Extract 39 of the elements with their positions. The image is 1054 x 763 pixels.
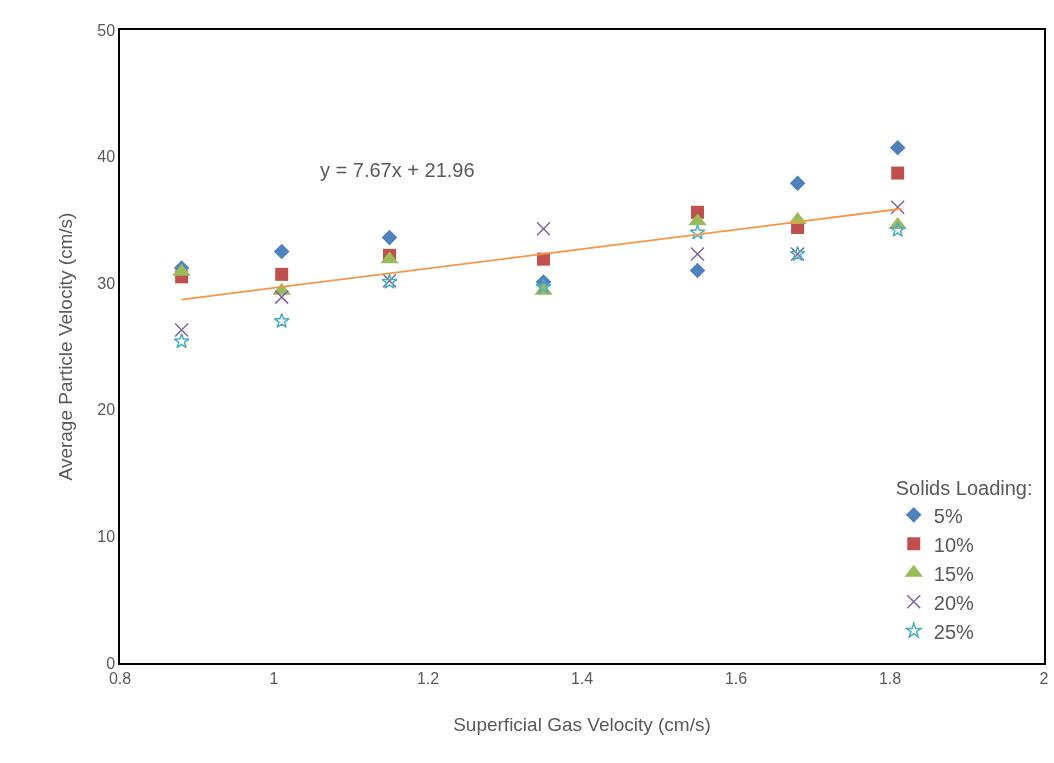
point bbox=[274, 289, 289, 305]
point bbox=[536, 221, 551, 237]
point bbox=[174, 322, 189, 338]
point bbox=[535, 278, 552, 294]
y-tick-label: 10 bbox=[97, 528, 116, 545]
legend-label: 25% bbox=[933, 620, 975, 643]
y-axis-title: Average Particle Velocity (cm/s) bbox=[54, 212, 76, 481]
point bbox=[690, 246, 705, 262]
x-tick-label: 1.8 bbox=[878, 669, 902, 687]
point bbox=[891, 166, 905, 180]
point bbox=[273, 243, 290, 260]
y-tick-label: 30 bbox=[97, 274, 116, 292]
y-tick-label: 20 bbox=[97, 401, 116, 419]
point bbox=[173, 332, 190, 349]
x-tick-label: 0.8 bbox=[108, 669, 132, 687]
point bbox=[689, 224, 706, 240]
y-tick-label: 50 bbox=[97, 21, 116, 39]
x-tick-label: 1.4 bbox=[570, 669, 594, 687]
legend-label: 15% bbox=[933, 562, 975, 585]
legend-title: Solids Loading: bbox=[895, 477, 1033, 500]
point bbox=[273, 312, 290, 329]
point bbox=[890, 199, 905, 215]
point bbox=[889, 139, 906, 156]
point bbox=[275, 267, 289, 281]
x-tick-label: 1.6 bbox=[724, 669, 748, 687]
x-tick-label: 1.2 bbox=[416, 669, 440, 687]
annotation: y = 7.67x + 21.96 bbox=[320, 159, 475, 181]
point bbox=[381, 229, 398, 246]
y-tick-label: 0 bbox=[106, 654, 116, 672]
x-tick-label: 1 bbox=[269, 669, 279, 687]
x-tick-label: 2 bbox=[1039, 669, 1049, 687]
y-tick-label: 40 bbox=[97, 148, 116, 166]
legend-label: 5% bbox=[933, 504, 963, 527]
legend-label: 10% bbox=[933, 533, 975, 556]
point bbox=[789, 175, 806, 191]
point bbox=[889, 221, 906, 238]
legend-label: 20% bbox=[933, 591, 975, 614]
x-axis-title: Superficial Gas Velocity (cm/s) bbox=[453, 713, 711, 735]
point bbox=[689, 262, 706, 279]
